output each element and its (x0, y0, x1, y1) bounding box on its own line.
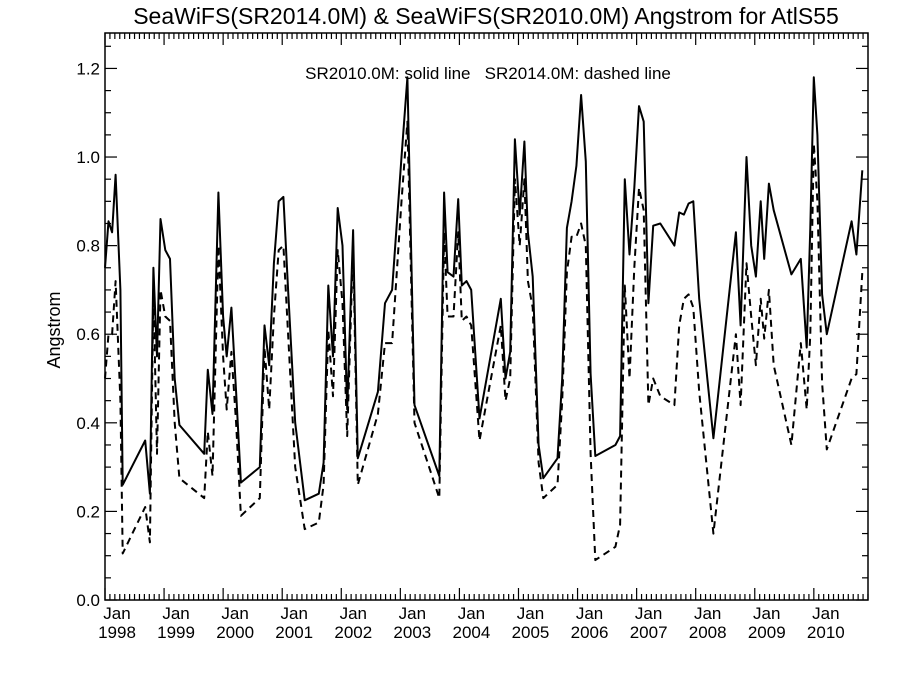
series-line-sr2014-0m (104, 120, 864, 562)
x-tick-month-label: Jan (221, 604, 248, 623)
x-tick-year-label: 2006 (571, 623, 609, 642)
plot-area: 0.00.20.40.60.81.01.2Jan1998Jan1999Jan20… (76, 32, 869, 642)
y-tick-label: 0.6 (76, 325, 100, 344)
x-tick-year-label: 2001 (275, 623, 313, 642)
x-tick-year-label: 2005 (512, 623, 550, 642)
x-tick-month-label: Jan (399, 604, 426, 623)
x-tick-year-label: 2003 (393, 623, 431, 642)
x-tick-year-label: 2004 (453, 623, 491, 642)
x-tick-month-label: Jan (694, 604, 721, 623)
y-tick-label: 1.2 (76, 59, 100, 78)
x-tick-year-label: 1999 (157, 623, 195, 642)
x-tick-month-label: Jan (162, 604, 189, 623)
x-tick-year-label: 2007 (630, 623, 668, 642)
x-tick-month-label: Jan (576, 604, 603, 623)
x-tick-month-label: Jan (280, 604, 307, 623)
x-tick-month-label: Jan (517, 604, 544, 623)
chart-annotation: SR2010.0M: solid line SR2014.0M: dashed … (305, 64, 671, 83)
y-tick-label: 0.4 (76, 414, 100, 433)
chart-title: SeaWiFS(SR2014.0M) & SeaWiFS(SR2010.0M) … (133, 3, 839, 29)
x-tick-month-label: Jan (103, 604, 130, 623)
x-tick-year-label: 2000 (216, 623, 254, 642)
y-tick-label: 1.0 (76, 148, 100, 167)
x-tick-month-label: Jan (458, 604, 485, 623)
x-tick-month-label: Jan (812, 604, 839, 623)
x-tick-month-label: Jan (753, 604, 780, 623)
series-line-sr2010-0m (104, 76, 864, 502)
y-tick-label: 0.0 (76, 591, 100, 610)
y-axis-label: Angstrom (44, 291, 64, 368)
x-tick-year-label: 2008 (689, 623, 727, 642)
x-tick-month-label: Jan (340, 604, 367, 623)
x-tick-year-label: 2010 (807, 623, 845, 642)
x-tick-year-label: 1998 (98, 623, 136, 642)
x-tick-year-label: 2002 (334, 623, 372, 642)
plot-frame (104, 32, 869, 601)
x-tick-year-label: 2009 (748, 623, 786, 642)
y-tick-label: 0.2 (76, 502, 100, 521)
y-tick-label: 0.8 (76, 237, 100, 256)
x-tick-month-label: Jan (635, 604, 662, 623)
